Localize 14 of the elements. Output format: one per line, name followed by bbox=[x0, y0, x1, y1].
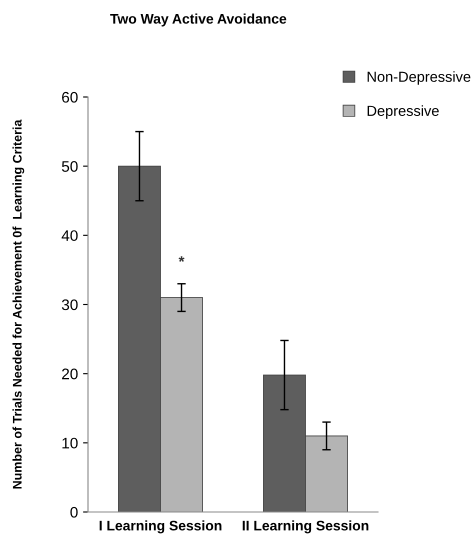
chart-title: Two Way Active Avoidance bbox=[110, 14, 286, 26]
annotation: * bbox=[178, 256, 184, 262]
y-tick-label: 0 bbox=[70, 506, 78, 518]
y-axis-title: Number of Trials Needed for Achievement 0f Learning Criteria bbox=[12, 120, 24, 489]
legend-label: Depressive bbox=[368, 105, 439, 119]
y-tick-label: 10 bbox=[62, 438, 78, 449]
y-tick-label: 40 bbox=[62, 230, 78, 242]
x-tick-label: II Learning Session bbox=[242, 520, 368, 534]
y-tick-label: 50 bbox=[62, 161, 78, 172]
y-tick-label: 20 bbox=[62, 368, 78, 380]
y-tick-label: 60 bbox=[62, 92, 78, 103]
x-tick-label: I Learning Session bbox=[100, 520, 222, 534]
y-tick-label: 30 bbox=[62, 299, 78, 310]
legend-label: Non-Depressive bbox=[368, 71, 470, 85]
